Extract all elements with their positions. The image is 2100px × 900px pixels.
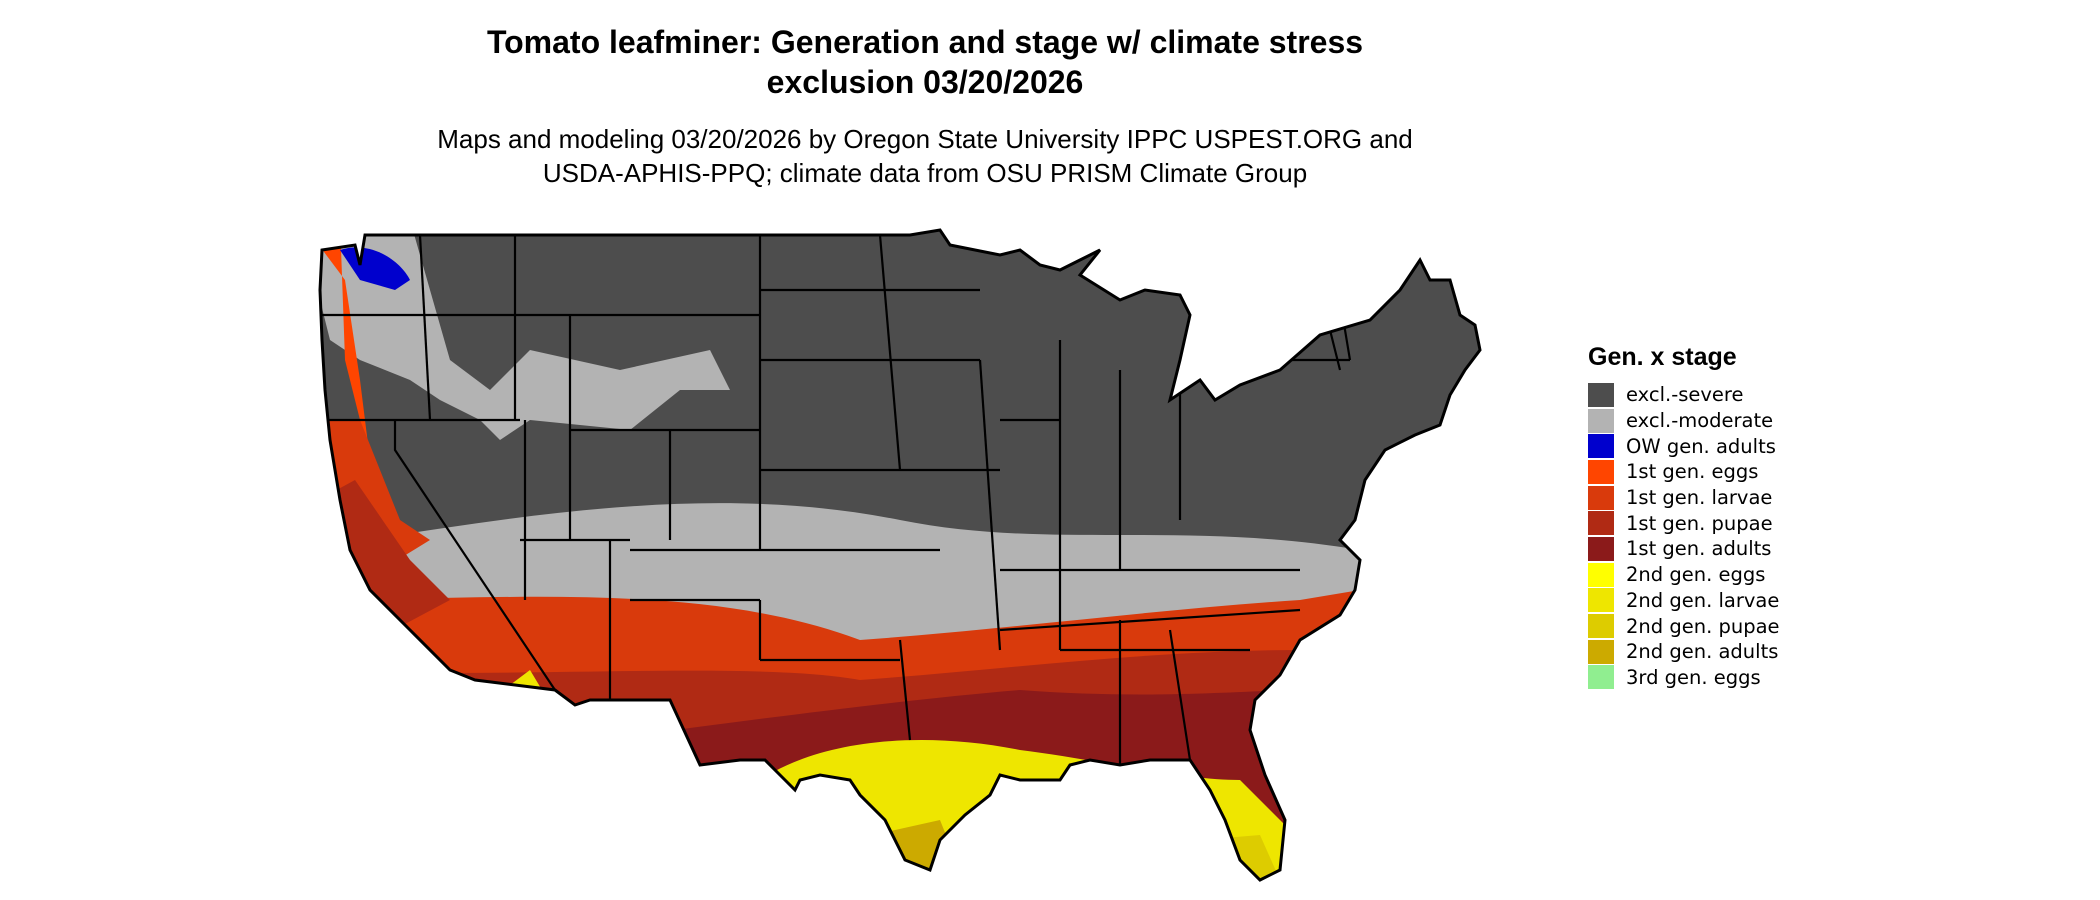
legend-item: 1st gen. eggs (1588, 459, 1780, 485)
legend-swatch (1588, 588, 1614, 613)
legend-title: Gen. x stage (1588, 343, 1737, 371)
legend-item: 2nd gen. pupae (1588, 613, 1780, 639)
legend-label: OW gen. adults (1626, 434, 1776, 458)
title-line-2: exclusion 03/20/2026 (766, 64, 1084, 100)
legend-item: 2nd gen. eggs (1588, 562, 1780, 588)
legend-item: 2nd gen. adults (1588, 639, 1780, 665)
title-line-1: Tomato leafminer: Generation and stage w… (486, 24, 1364, 60)
legend-label: 1st gen. pupae (1626, 511, 1773, 535)
legend-label: excl.-severe (1626, 383, 1744, 407)
legend-label: 1st gen. eggs (1626, 460, 1759, 484)
legend-swatch (1588, 536, 1614, 561)
legend-item: excl.-severe (1588, 382, 1780, 408)
legend-item: OW gen. adults (1588, 433, 1780, 459)
legend-label: 1st gen. adults (1626, 537, 1772, 561)
legend-label: 1st gen. larvae (1626, 486, 1773, 510)
legend-label: 3rd gen. eggs (1626, 665, 1761, 689)
legend-swatch (1588, 639, 1614, 664)
legend: Gen. x stage excl.-severe excl.-moderate O… (1588, 343, 1780, 690)
legend-swatch (1588, 459, 1614, 484)
legend-item: excl.-moderate (1588, 408, 1780, 434)
map-title: Tomato leafminer: Generation and stage w… (0, 22, 1850, 102)
legend-swatch (1588, 511, 1614, 536)
legend-swatch (1588, 665, 1614, 690)
legend-item: 1st gen. adults (1588, 536, 1780, 562)
subtitle-line-1: Maps and modeling 03/20/2026 by Oregon S… (437, 124, 1413, 154)
legend-label: 2nd gen. pupae (1626, 614, 1780, 638)
legend-item: 3rd gen. eggs (1588, 665, 1780, 691)
legend-label: 2nd gen. eggs (1626, 563, 1766, 587)
legend-items: excl.-severe excl.-moderate OW gen. adults… (1588, 382, 1780, 690)
us-map (318, 228, 1482, 882)
legend-swatch (1588, 614, 1614, 639)
legend-swatch (1588, 382, 1614, 407)
legend-item: 1st gen. larvae (1588, 485, 1780, 511)
legend-label: excl.-moderate (1626, 409, 1774, 433)
legend-label: 2nd gen. larvae (1626, 588, 1780, 612)
legend-item: 1st gen. pupae (1588, 510, 1780, 536)
legend-label: 2nd gen. adults (1626, 640, 1779, 664)
legend-swatch (1588, 562, 1614, 587)
subtitle-line-2: USDA-APHIS-PPQ; climate data from OSU PR… (542, 158, 1308, 188)
map-subtitle: Maps and modeling 03/20/2026 by Oregon S… (0, 122, 1850, 190)
legend-swatch (1588, 408, 1614, 433)
legend-item: 2nd gen. larvae (1588, 588, 1780, 614)
legend-swatch (1588, 434, 1614, 459)
legend-swatch (1588, 485, 1614, 510)
